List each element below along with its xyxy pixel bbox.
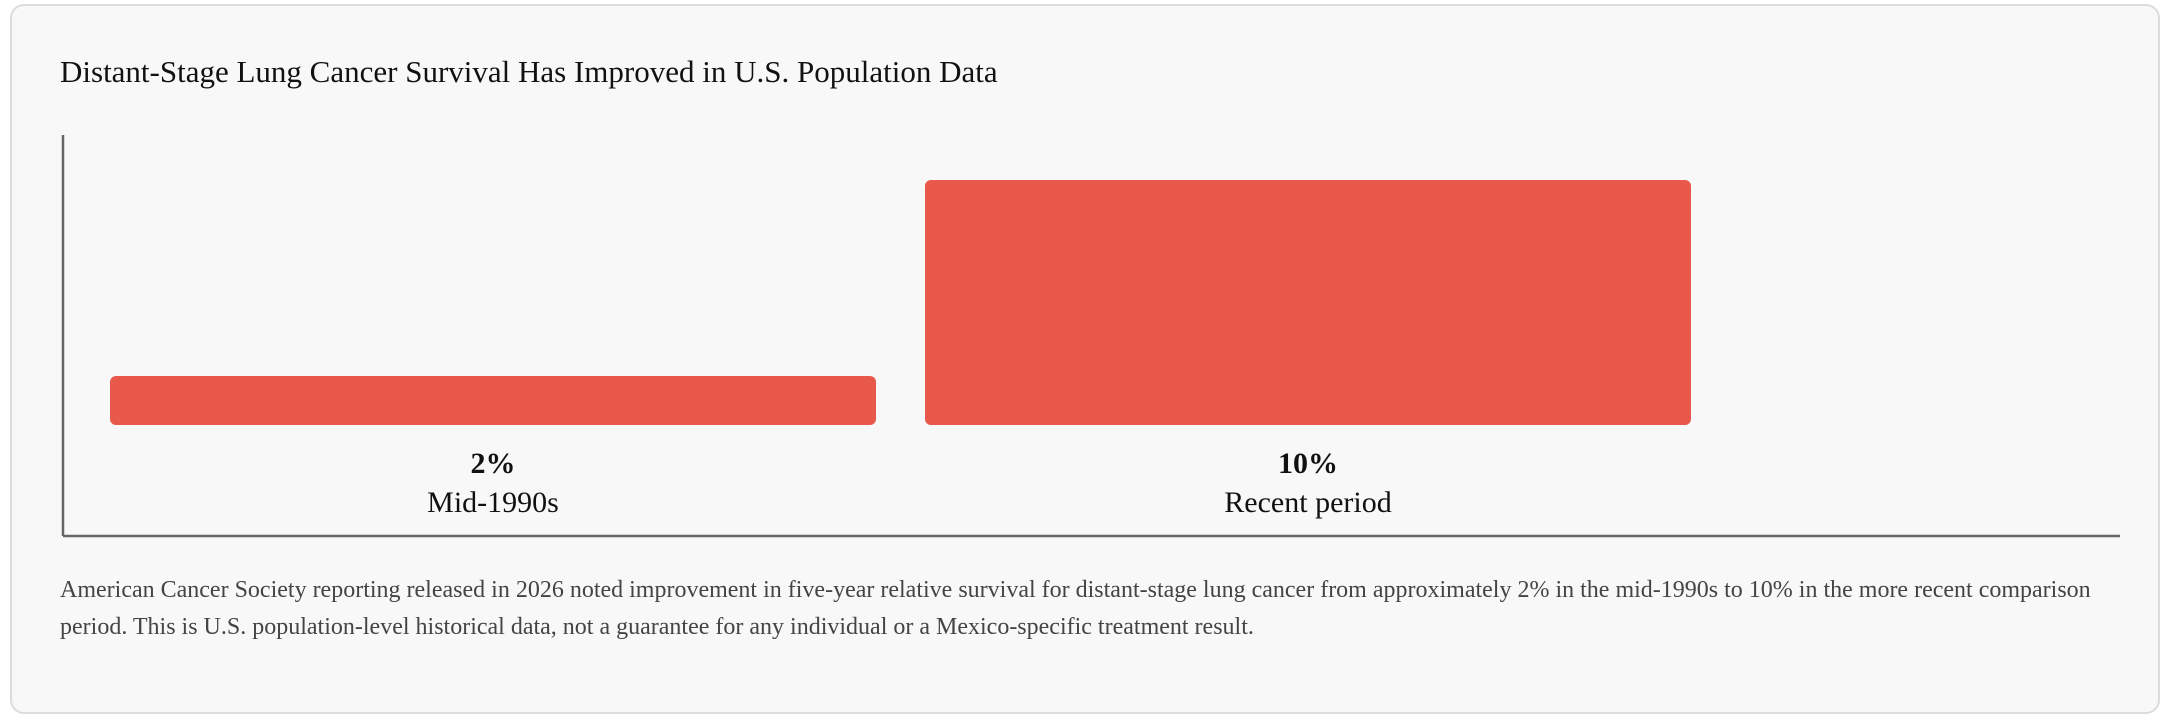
category-label-1: Recent period xyxy=(1224,486,1391,519)
chart-card: Distant-Stage Lung Cancer Survival Has I… xyxy=(10,4,2160,714)
value-label-1: 10% xyxy=(1278,447,1338,480)
chart-title: Distant-Stage Lung Cancer Survival Has I… xyxy=(60,54,998,89)
bar-0 xyxy=(110,376,876,425)
category-label-0: Mid-1990s xyxy=(427,486,559,519)
bar-1 xyxy=(925,180,1691,425)
labels-layer: 2% Mid-1990s 10% Recent period xyxy=(427,447,1392,519)
source-note: American Cancer Society reporting releas… xyxy=(60,577,2091,640)
bar-chart: 2% Mid-1990s 10% Recent period xyxy=(61,135,2120,538)
value-label-0: 2% xyxy=(471,447,516,480)
bars-layer xyxy=(110,180,1691,425)
